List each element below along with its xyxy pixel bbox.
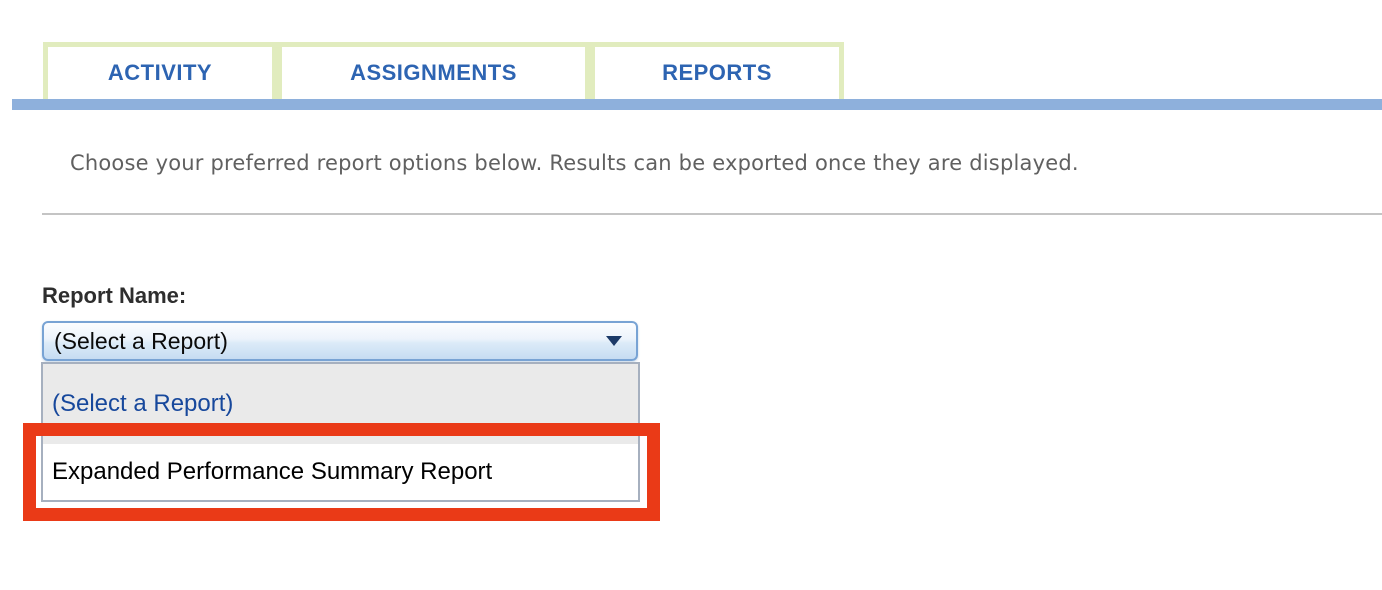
option-label: Expanded Performance Summary Report [52,458,493,485]
option-expanded-performance-summary-report[interactable]: Expanded Performance Summary Report [43,444,638,500]
report-select[interactable]: (Select a Report) [42,321,638,361]
tab-reports[interactable]: REPORTS [590,42,844,99]
tab-assignments[interactable]: ASSIGNMENTS [277,42,590,99]
tab-assignments-label: ASSIGNMENTS [350,60,517,85]
section-divider [42,213,1382,215]
tab-activity[interactable]: ACTIVITY [43,42,277,99]
tab-activity-label: ACTIVITY [107,60,213,85]
tab-reports-label: REPORTS [662,60,772,85]
report-name-label: Report Name: [42,283,187,308]
dropdown-arrow-icon [606,336,622,346]
tab-strip: ACTIVITY ASSIGNMENTS REPORTS [43,42,844,99]
report-select-listbox: (Select a Report) Expanded Performance S… [41,362,640,502]
option-label: (Select a Report) [52,390,234,417]
option-select-a-report[interactable]: (Select a Report) [43,364,638,444]
report-select-value: (Select a Report) [54,327,228,354]
tab-accent-bar [12,99,1382,110]
instructions-text: Choose your preferred report options bel… [70,151,1079,175]
